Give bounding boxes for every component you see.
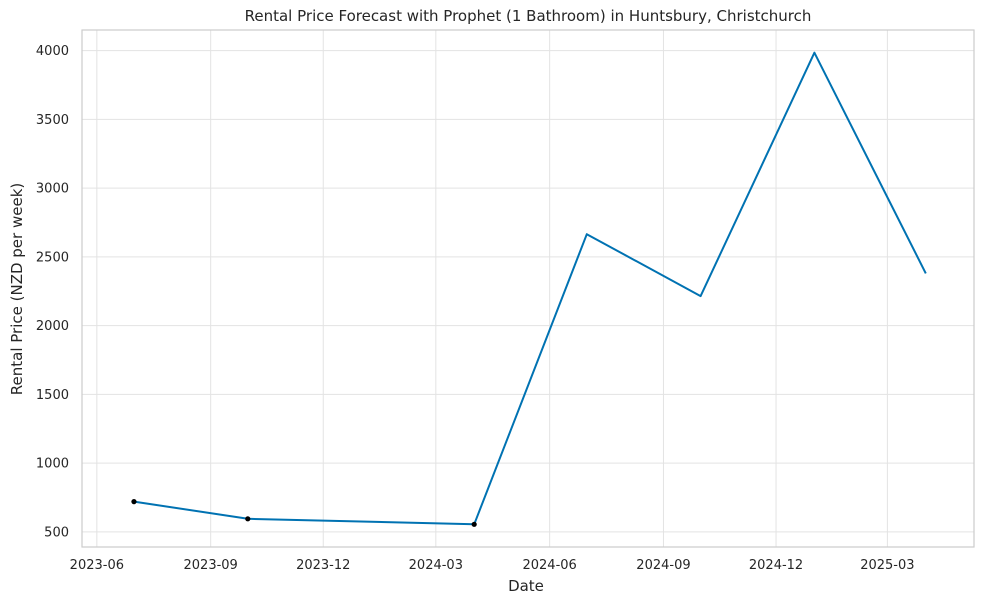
x-tick-label: 2025-03 (860, 558, 914, 573)
y-tick-label: 2500 (36, 250, 69, 265)
y-tick-label: 3000 (36, 182, 69, 197)
plot-background (82, 30, 974, 547)
y-axis-title: Rental Price (NZD per week) (8, 183, 26, 395)
x-tick-labels: 2023-06 2023-09 2023-12 2024-03 2024-06 2024-… (70, 558, 915, 573)
x-tick-label: 2023-09 (184, 558, 238, 573)
y-tick-label: 500 (44, 525, 69, 540)
chart-title: Rental Price Forecast with Prophet (1 Ba… (245, 7, 812, 25)
x-tick-label: 2023-12 (296, 558, 350, 573)
x-tick-label: 2024-09 (636, 558, 690, 573)
y-tick-label: 2000 (36, 319, 69, 334)
series-layer (131, 51, 927, 527)
x-tick-label: 2024-06 (522, 558, 576, 573)
y-tick-label: 4000 (36, 44, 69, 59)
observed-point (471, 521, 477, 527)
x-axis-title: Date (508, 577, 544, 595)
y-tick-labels: 500 1000 1500 2000 2500 3000 3500 4000 (36, 44, 69, 540)
observed-point (131, 499, 137, 505)
y-tick-label: 3500 (36, 113, 69, 128)
observed-point (245, 516, 251, 522)
y-tick-label: 1500 (36, 388, 69, 403)
x-tick-label: 2024-03 (409, 558, 463, 573)
y-tick-label: 1000 (36, 457, 69, 472)
x-tick-label: 2023-06 (70, 558, 124, 573)
plot-frame (81, 29, 975, 548)
x-tick-label: 2024-12 (749, 558, 803, 573)
grid (82, 30, 974, 547)
